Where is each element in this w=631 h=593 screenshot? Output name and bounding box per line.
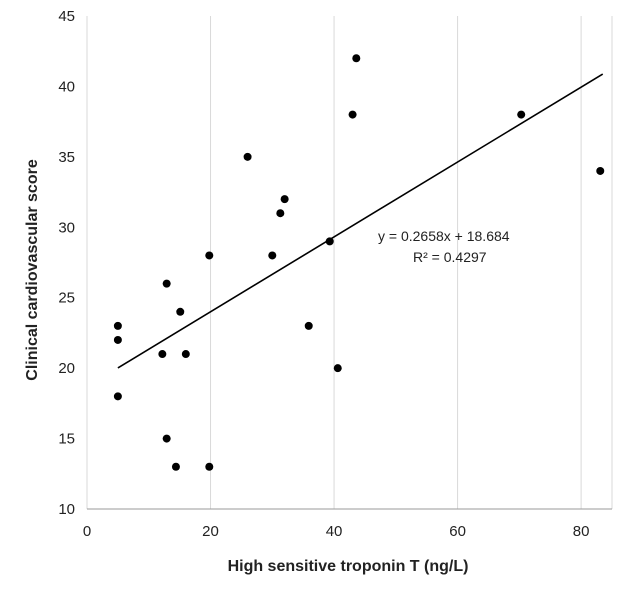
x-axis-title: High sensitive troponin T (ng/L) [228, 558, 469, 575]
x-tick-labels: 0 20 40 60 80 [83, 523, 590, 540]
x-tick-label: 80 [573, 523, 590, 540]
data-point [113, 392, 122, 401]
data-point [113, 321, 122, 330]
y-tick-label: 30 [58, 219, 75, 236]
gridlines [86, 16, 613, 509]
data-point [280, 195, 289, 204]
y-tick-label: 20 [58, 360, 75, 377]
data-point [158, 350, 167, 359]
y-tick-label: 25 [58, 290, 75, 307]
data-point [205, 462, 214, 471]
data-point [276, 209, 285, 218]
data-point [162, 279, 171, 288]
data-point [333, 364, 342, 373]
x-tick-label: 20 [202, 523, 219, 540]
data-point [304, 321, 313, 330]
data-point [243, 152, 252, 161]
data-point [517, 110, 526, 119]
data-point [176, 307, 185, 316]
data-point [352, 54, 361, 63]
y-axis-title: Clinical cardiovascular score [24, 159, 41, 381]
trendline-equation: y = 0.2658x + 18.684 [378, 228, 510, 244]
data-point [268, 251, 277, 260]
data-point [205, 251, 214, 260]
data-point [181, 350, 190, 359]
data-point [596, 166, 605, 175]
x-tick-label: 40 [326, 523, 343, 540]
y-tick-label: 35 [58, 149, 75, 166]
x-tick-label: 60 [449, 523, 466, 540]
trendline-r-squared: R² = 0.4297 [413, 249, 487, 265]
y-tick-labels: 10 15 20 25 30 35 40 45 [58, 8, 75, 518]
data-point [113, 335, 122, 344]
y-tick-label: 45 [58, 8, 75, 25]
data-points [113, 54, 605, 471]
data-point [325, 237, 334, 246]
trendline [117, 73, 604, 369]
x-tick-label: 0 [83, 523, 91, 540]
y-tick-label: 40 [58, 78, 75, 95]
data-point [162, 434, 171, 443]
y-tick-label: 10 [58, 501, 75, 518]
data-point [348, 110, 357, 119]
data-point [171, 462, 180, 471]
y-tick-label: 15 [58, 431, 75, 448]
trendline-group [117, 73, 604, 369]
